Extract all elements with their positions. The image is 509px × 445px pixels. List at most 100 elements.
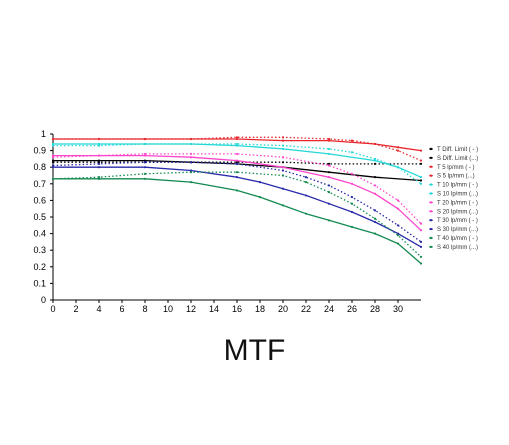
data-point xyxy=(350,225,354,229)
legend-entry-label: T Diff. Limit ( - ) xyxy=(437,147,478,153)
data-point xyxy=(304,194,308,197)
data-point xyxy=(419,176,423,179)
data-point xyxy=(189,171,193,174)
legend-marker xyxy=(429,156,433,160)
data-point xyxy=(396,146,400,149)
x-tick-label: 6 xyxy=(119,304,124,314)
data-point xyxy=(373,217,377,220)
data-point xyxy=(281,161,285,164)
data-point xyxy=(373,220,377,224)
data-point xyxy=(419,222,423,225)
data-point xyxy=(258,195,262,199)
data-point xyxy=(97,154,101,157)
data-point xyxy=(419,240,423,243)
data-point xyxy=(327,152,331,156)
data-point xyxy=(419,182,423,185)
legend-entry-label: T 20 lp/mm ( - ) xyxy=(437,200,478,206)
data-point xyxy=(97,161,101,164)
data-point xyxy=(189,142,193,146)
x-tick-label: 0 xyxy=(50,304,55,314)
data-point xyxy=(189,152,193,156)
data-point xyxy=(189,137,193,141)
data-point xyxy=(327,202,331,205)
data-point xyxy=(419,229,423,232)
data-point xyxy=(51,166,55,169)
data-point xyxy=(51,177,55,180)
data-point xyxy=(419,162,423,165)
x-tick-label: 4 xyxy=(96,304,101,314)
data-point xyxy=(327,139,331,142)
data-point xyxy=(350,210,354,214)
chart-series xyxy=(51,136,423,265)
series-line-5 xyxy=(53,143,422,178)
data-point xyxy=(327,137,331,141)
x-tick-label: 18 xyxy=(255,304,265,314)
chart-caption: MTF xyxy=(223,334,286,367)
data-point xyxy=(281,139,285,142)
data-point xyxy=(373,232,377,235)
data-point xyxy=(143,142,147,146)
data-point xyxy=(327,219,331,222)
y-tick-label: 0.8 xyxy=(33,162,46,172)
data-point xyxy=(350,139,354,142)
data-point xyxy=(235,142,239,146)
data-point xyxy=(281,147,285,151)
data-point xyxy=(97,166,101,169)
legend-entry-label: T 10 lp/mm ( - ) xyxy=(437,183,478,189)
x-tick-label: 14 xyxy=(209,304,219,314)
y-tick-label: 0.9 xyxy=(33,146,46,156)
tick-labels: 0 2 4 6 8 10 12 14 16 18 20 22 24 26 28 3000.10.20.30.4… xyxy=(33,129,403,314)
data-point xyxy=(350,182,354,185)
data-point xyxy=(350,195,354,199)
data-point xyxy=(304,176,308,179)
data-point xyxy=(97,144,101,147)
data-point xyxy=(350,172,354,175)
data-point xyxy=(235,159,239,162)
legend-marker xyxy=(429,219,433,222)
data-point xyxy=(51,156,55,159)
data-point xyxy=(189,181,193,184)
legend-marker xyxy=(429,210,433,213)
x-tick-label: 8 xyxy=(142,304,147,314)
y-tick-label: 0.2 xyxy=(33,262,46,272)
data-point xyxy=(258,181,262,184)
legend-marker xyxy=(429,236,433,240)
data-point xyxy=(327,184,331,187)
data-point xyxy=(235,189,239,192)
legend-marker xyxy=(429,245,433,249)
data-point xyxy=(419,262,423,265)
y-tick-label: 0 xyxy=(41,295,46,305)
data-point xyxy=(143,137,147,141)
data-point xyxy=(419,179,423,182)
data-point xyxy=(189,169,193,172)
data-point xyxy=(373,192,377,195)
legend-entry-label: T 40 lp/mm ( - ) xyxy=(437,236,478,242)
x-tick-label: 12 xyxy=(186,304,196,314)
data-point xyxy=(97,176,101,179)
data-point xyxy=(419,159,423,162)
data-point xyxy=(235,152,239,156)
data-point xyxy=(373,176,377,179)
data-point xyxy=(235,144,239,147)
series-line-3 xyxy=(53,138,422,152)
data-point xyxy=(373,142,377,146)
data-point xyxy=(235,161,239,164)
legend-entry-label: S 10 lp/mm (...) xyxy=(437,192,478,198)
x-tick-label: 24 xyxy=(324,304,334,314)
x-tick-label: 20 xyxy=(278,304,288,314)
data-point xyxy=(396,166,400,169)
data-point xyxy=(350,202,354,205)
x-tick-label: 10 xyxy=(163,304,173,314)
data-point xyxy=(304,212,308,215)
data-point xyxy=(97,137,101,141)
data-point xyxy=(304,181,308,184)
data-point xyxy=(51,137,55,141)
data-point xyxy=(143,172,147,175)
legend-marker xyxy=(429,147,433,151)
data-point xyxy=(419,255,423,258)
data-point xyxy=(281,187,285,190)
data-point xyxy=(235,171,239,174)
legend-entry-label: S 40 lp/mm (...) xyxy=(437,245,478,251)
series-line-12 xyxy=(52,171,422,258)
y-tick-label: 0.3 xyxy=(33,245,46,255)
